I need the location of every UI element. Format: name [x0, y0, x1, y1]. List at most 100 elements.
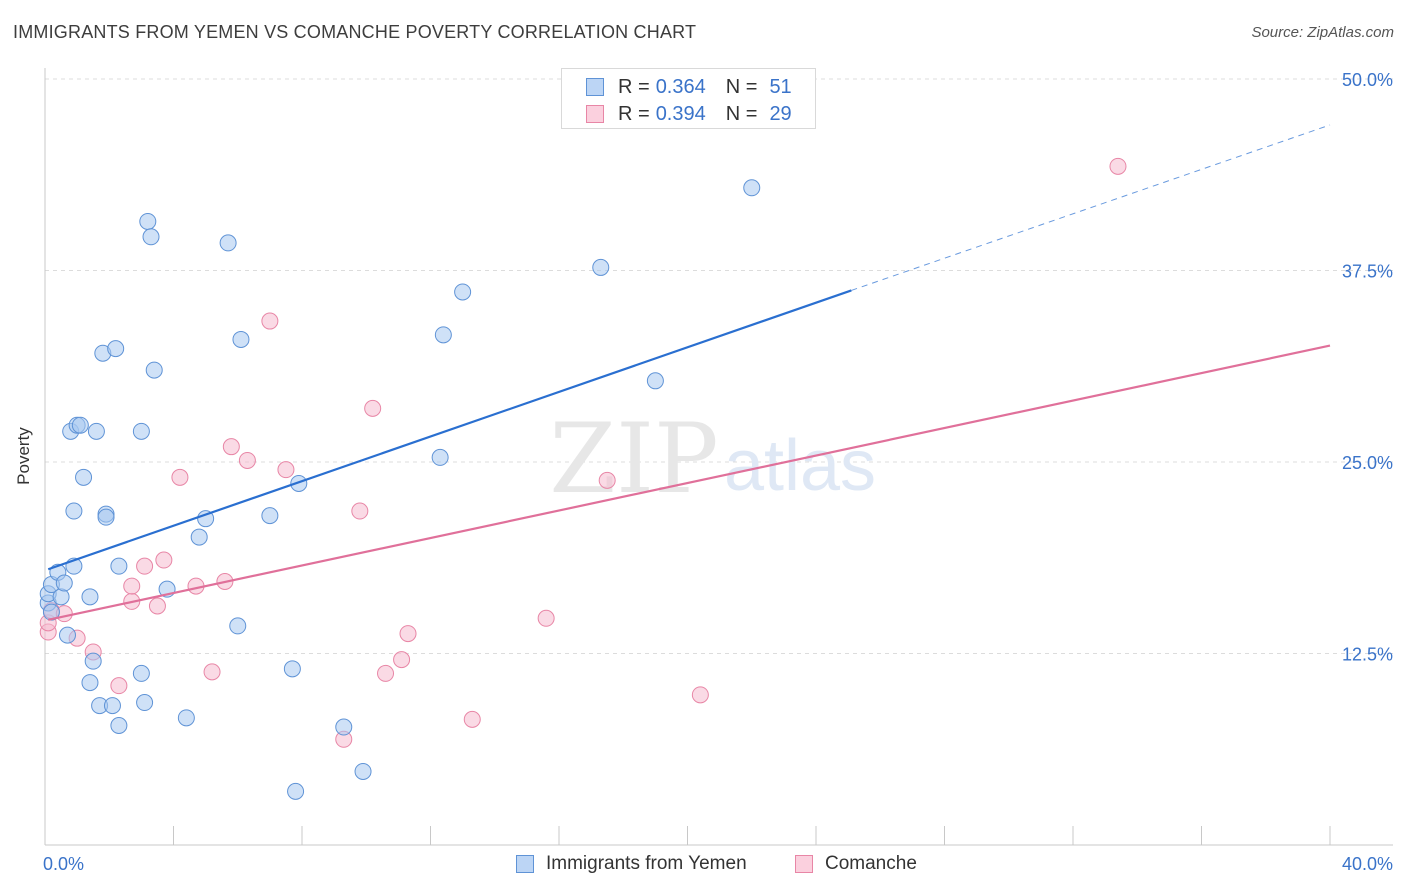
y-tick-label: 50.0% [1342, 70, 1393, 90]
yemen-point [261, 507, 279, 525]
comanche-point [393, 651, 411, 669]
comanche-point [123, 577, 141, 595]
chart-title: IMMIGRANTS FROM YEMEN VS COMANCHE POVERT… [13, 22, 697, 42]
watermark-atlas: atlas [724, 426, 876, 506]
comanche-point [203, 663, 221, 681]
x-tick-label: 0.0% [43, 854, 84, 874]
axes [44, 68, 1393, 846]
yemen-point [219, 234, 237, 252]
yemen-point [58, 626, 76, 644]
yemen-point [646, 372, 664, 390]
legend-swatch-comanche [586, 105, 604, 123]
gridlines [45, 78, 1393, 654]
legend-r-label: R = [618, 75, 650, 98]
yemen-point [743, 179, 761, 197]
yemen-point [132, 664, 150, 682]
y-tick-label: 12.5% [1342, 645, 1393, 665]
yemen-point [454, 283, 472, 301]
yemen-point [110, 717, 128, 735]
legend-label-comanche: Comanche [825, 853, 917, 874]
yemen-point [197, 510, 215, 528]
legend-swatch-yemen [516, 855, 534, 873]
comanche-point [277, 461, 295, 479]
stats-legend: R = 0.364 N = 51 R = 0.394 N = 29 [561, 68, 816, 129]
yemen-point [592, 258, 610, 276]
legend-swatch-comanche [795, 855, 813, 873]
y-tick-label: 37.5% [1342, 262, 1393, 282]
yemen-point [65, 502, 83, 520]
watermark: ZIP atlas [549, 403, 876, 515]
comanche-trend-line [47, 344, 1331, 621]
legend-item-yemen: Immigrants from Yemen [516, 852, 747, 876]
comanche-point [691, 686, 709, 704]
comanche-point [110, 677, 128, 695]
yemen-point [136, 694, 154, 712]
legend-n-value: 51 [769, 75, 792, 98]
yemen-point [110, 557, 128, 575]
comanche-point [537, 609, 555, 627]
comanche-point [222, 438, 240, 456]
trend-lines [47, 124, 1331, 621]
comanche-points [39, 157, 1127, 748]
legend-r-value: 0.364 [655, 75, 706, 98]
comanche-point [171, 468, 189, 486]
yemen-point [107, 340, 125, 358]
comanche-point [598, 471, 616, 489]
yemen-point [132, 422, 150, 440]
legend-item-comanche: Comanche [795, 852, 917, 876]
source-label: Source: ZipAtlas.com [1251, 24, 1394, 41]
legend-label-yemen: Immigrants from Yemen [546, 853, 747, 874]
yemen-point [139, 212, 157, 230]
yemen-point [190, 528, 208, 546]
legend-r-value: 0.394 [655, 102, 706, 125]
comanche-point [377, 664, 395, 682]
yemen-point [87, 422, 105, 440]
y-axis-label: Poverty [14, 427, 33, 485]
yemen-point [290, 474, 308, 492]
yemen-point [335, 718, 353, 736]
comanche-point [261, 312, 279, 330]
yemen-point [431, 448, 449, 466]
legend-row-yemen: R = 0.364 N = 51 [586, 76, 792, 98]
yemen-point [354, 762, 372, 780]
yemen-point [75, 468, 93, 486]
legend-r-label: R = [618, 102, 650, 125]
tick-labels: 12.5% 25.0% 37.5% 50.0% 0.0% 40.0% [43, 70, 1393, 874]
yemen-point [434, 326, 452, 344]
yemen-point [71, 416, 89, 434]
yemen-point [232, 330, 250, 348]
comanche-point [155, 551, 173, 569]
yemen-point [229, 617, 247, 635]
y-tick-label: 25.0% [1342, 453, 1393, 473]
yemen-point [55, 574, 73, 592]
comanche-point [136, 557, 154, 575]
comanche-point [351, 502, 369, 520]
comanche-point [399, 625, 417, 643]
legend-swatch-yemen [586, 78, 604, 96]
yemen-trend-extension [851, 124, 1331, 291]
yemen-point [84, 652, 102, 670]
x-tick-label: 40.0% [1342, 854, 1393, 874]
legend-n-label: N = [725, 102, 758, 125]
yemen-point [142, 228, 160, 246]
yemen-point [287, 782, 305, 800]
yemen-point [97, 508, 115, 526]
legend-row-comanche: R = 0.394 N = 29 [586, 103, 792, 125]
comanche-point [364, 399, 382, 417]
yemen-point [177, 709, 195, 727]
yemen-point [81, 588, 99, 606]
yemen-point [283, 660, 301, 678]
watermark-zip: ZIP [549, 403, 718, 515]
comanche-point [463, 710, 481, 728]
legend-n-label: N = [725, 75, 758, 98]
yemen-point [81, 674, 99, 692]
comanche-point [1109, 157, 1127, 175]
yemen-point [103, 697, 121, 715]
legend-n-value: 29 [769, 102, 792, 125]
comanche-point [148, 597, 166, 615]
yemen-trend-line [47, 289, 852, 571]
yemen-point [52, 588, 70, 606]
yemen-point [145, 361, 163, 379]
comanche-point [238, 451, 256, 469]
